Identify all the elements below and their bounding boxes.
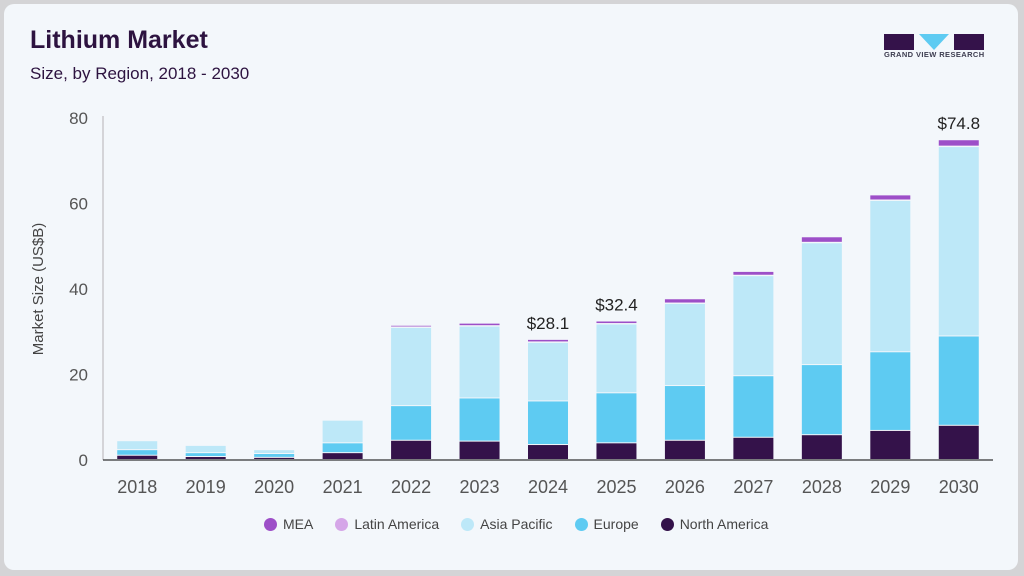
bar-segment-asia-pacific	[391, 327, 432, 406]
data-label: $28.1	[527, 314, 570, 333]
bar-segment-asia-pacific	[870, 200, 911, 352]
y-tick-label: 0	[79, 451, 88, 470]
bar-segment-mea	[459, 323, 500, 326]
legend-label: MEA	[283, 516, 314, 532]
bar-segment-asia-pacific	[185, 445, 226, 453]
bar-segment-asia-pacific	[459, 326, 500, 398]
bar-segment-europe	[596, 393, 637, 443]
x-tick-label: 2030	[939, 477, 979, 497]
x-tick-label: 2022	[391, 477, 431, 497]
x-tick-label: 2019	[186, 477, 226, 497]
bar-segment-europe	[322, 443, 363, 453]
bar-segment-north-america	[117, 455, 158, 459]
bar-segment-europe	[528, 401, 568, 445]
y-tick-label: 40	[69, 280, 88, 299]
bar-segment-asia-pacific	[733, 276, 774, 376]
bar-segment-asia-pacific	[254, 450, 295, 454]
bar-segment-north-america	[528, 445, 568, 459]
bar-segment-mea	[664, 299, 705, 303]
legend: MEA Latin America Asia Pacific Europe No…	[264, 516, 768, 532]
x-tick-label: 2020	[254, 477, 294, 497]
bar-segment-north-america	[459, 441, 500, 459]
bar-segment-north-america	[322, 453, 363, 459]
legend-item-mea: MEA	[264, 516, 313, 532]
legend-item-latin-america: Latin America	[335, 516, 439, 532]
legend-label: Europe	[593, 516, 639, 532]
bar-segment-asia-pacific	[528, 342, 568, 401]
bar-segment-north-america	[801, 435, 842, 459]
legend-label: North America	[679, 516, 769, 532]
grand-view-research-logo	[884, 34, 984, 50]
bar-segment-north-america	[733, 437, 774, 459]
x-tick-label: 2025	[596, 477, 636, 497]
bar-segment-europe	[733, 376, 774, 437]
bar-segment-europe	[938, 336, 979, 425]
bar-segment-europe	[254, 454, 295, 457]
bar-segment-north-america	[185, 457, 226, 459]
logo-text: GRAND VIEW RESEARCH	[884, 50, 985, 59]
y-tick-label: 20	[69, 366, 88, 385]
bar-segment-asia-pacific	[938, 147, 979, 336]
bar-segment-north-america	[391, 440, 432, 459]
bar-segment-europe	[664, 386, 705, 440]
bar-segment-asia-pacific	[596, 324, 637, 393]
x-tick-label: 2026	[665, 477, 705, 497]
bar-segment-asia-pacific	[801, 243, 842, 365]
x-tick-label: 2028	[802, 477, 842, 497]
chart-card	[4, 4, 1018, 570]
y-axis-label: Market Size (US$B)	[30, 223, 47, 356]
x-tick-label: 2021	[323, 477, 363, 497]
legend-label: Latin America	[354, 516, 440, 532]
legend-dot-latin-america	[335, 517, 349, 531]
bar-segment-north-america	[870, 430, 911, 459]
bar-segment-mea	[870, 195, 911, 200]
bar-segment-mea	[733, 271, 774, 275]
y-tick-label: 60	[69, 195, 88, 214]
bar-segment-europe	[801, 365, 842, 435]
data-label: $32.4	[595, 295, 638, 314]
legend-label: Asia Pacific	[480, 516, 553, 532]
bar-segment-mea	[528, 339, 568, 342]
legend-dot-mea	[264, 517, 277, 531]
bar-segment-mea	[938, 140, 979, 146]
x-tick-label: 2027	[733, 477, 773, 497]
chart-subtitle: Size, by Region, 2018 - 2030	[30, 64, 250, 83]
bar-segment-europe	[117, 450, 158, 455]
y-tick-label: 80	[69, 109, 88, 128]
legend-dot-north-america	[660, 517, 674, 531]
bar-segment-mea	[596, 321, 637, 324]
x-tick-label: 2024	[528, 477, 568, 497]
bar-segment-europe	[870, 352, 911, 430]
bar-segment-europe	[459, 398, 500, 441]
bar-segment-asia-pacific	[322, 420, 363, 443]
bar-segment-asia-pacific	[664, 303, 705, 386]
bar-segment-north-america	[254, 457, 295, 459]
bar-segment-north-america	[938, 425, 979, 459]
x-tick-label: 2029	[870, 477, 910, 497]
legend-dot-europe	[574, 517, 588, 531]
legend-item-north-america: North America	[660, 516, 769, 532]
bar-segment-europe	[185, 453, 226, 457]
bar-segment-north-america	[664, 440, 705, 459]
x-tick-label: 2023	[460, 477, 500, 497]
data-label: $74.8	[937, 114, 980, 133]
bar-segment-north-america	[596, 443, 637, 459]
legend-item-europe: Europe	[574, 516, 639, 532]
x-tick-label: 2018	[117, 477, 157, 497]
legend-dot-asia-pacific	[461, 517, 475, 531]
chart-title: Lithium Market	[30, 26, 208, 54]
bar-segment-asia-pacific	[117, 441, 158, 450]
bar-segment-europe	[391, 406, 432, 440]
legend-item-asia-pacific: Asia Pacific	[461, 516, 553, 532]
bar-segment-mea	[391, 325, 432, 327]
bar-segment-mea	[801, 237, 842, 242]
